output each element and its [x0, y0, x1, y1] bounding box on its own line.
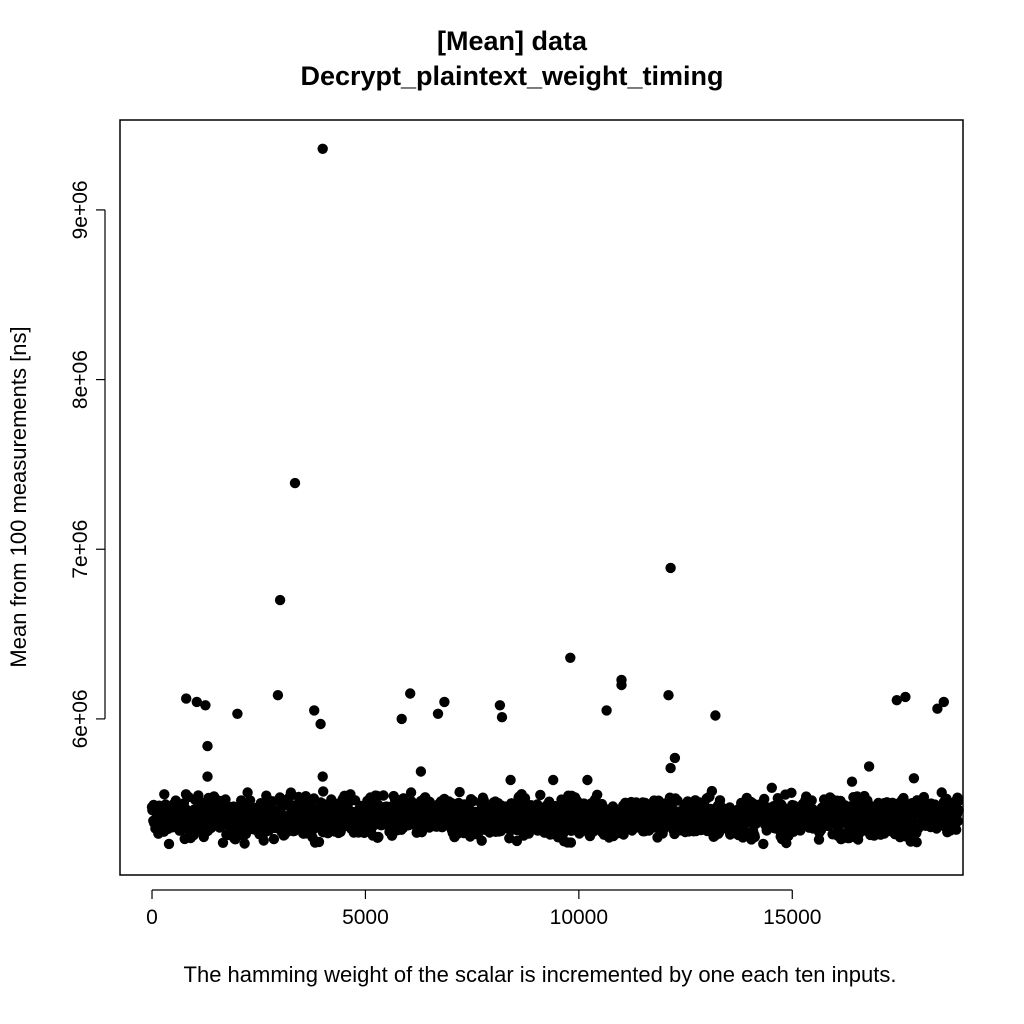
data-point	[706, 785, 718, 797]
data-point	[535, 789, 546, 801]
data-point	[405, 787, 417, 798]
data-point	[317, 771, 328, 782]
data-point	[786, 787, 797, 798]
data-point	[494, 700, 506, 711]
data-point	[191, 696, 202, 708]
data-point	[317, 143, 328, 154]
data-point	[496, 712, 508, 723]
x-axis-label: The hamming weight of the scalar is incr…	[183, 962, 897, 987]
y-axis: 6e+06 7e+06 8e+06 9e+06	[69, 180, 106, 748]
data-point	[159, 789, 170, 800]
data-point	[202, 771, 213, 782]
data-point	[268, 833, 280, 845]
data-point	[373, 831, 384, 843]
data-point	[181, 693, 192, 704]
chart-title-line-1: [Mean] data	[436, 26, 588, 56]
data-point	[200, 700, 211, 711]
y-tick-label: 8e+06	[69, 350, 92, 409]
data-point	[918, 791, 930, 803]
data-point	[454, 786, 465, 798]
bulk-points-layer	[146, 782, 964, 850]
data-point	[432, 708, 444, 719]
data-point	[953, 795, 964, 807]
data-point	[439, 696, 450, 708]
data-point	[665, 762, 676, 774]
data-point	[548, 774, 559, 786]
outlier-points-layer	[181, 143, 949, 787]
data-point	[900, 691, 911, 703]
data-point	[244, 795, 256, 806]
data-point	[766, 782, 777, 793]
data-point	[953, 804, 964, 816]
data-point	[891, 695, 902, 706]
data-point	[665, 562, 676, 574]
data-point	[274, 594, 286, 606]
data-point	[476, 835, 487, 846]
data-point	[193, 790, 204, 801]
plot-frame	[119, 119, 964, 876]
data-point	[582, 774, 593, 786]
data-point	[565, 652, 576, 663]
data-point	[309, 705, 320, 716]
data-point	[217, 837, 229, 848]
y-axis-label: Mean from 100 measurements [ns]	[6, 326, 31, 668]
x-tick-label: 15000	[763, 906, 821, 929]
y-tick-label: 6e+06	[69, 689, 92, 748]
data-point	[396, 713, 407, 725]
data-point	[846, 776, 858, 787]
data-point	[519, 793, 531, 804]
data-point	[220, 794, 231, 805]
data-point	[202, 740, 213, 752]
data-point	[758, 838, 769, 850]
data-point	[565, 837, 577, 848]
chart-title-line-2: Decrypt_plaintext_weight_timing	[300, 61, 724, 91]
data-point	[415, 766, 427, 777]
data-point	[669, 752, 681, 764]
data-point	[952, 816, 964, 827]
data-point	[592, 789, 603, 800]
data-point	[163, 838, 175, 850]
data-point	[405, 688, 416, 699]
data-point	[601, 705, 612, 716]
data-point	[318, 786, 329, 797]
data-point	[313, 836, 325, 848]
data-point	[258, 835, 269, 846]
data-point	[505, 774, 516, 786]
data-point	[663, 690, 674, 701]
x-tick-label: 10000	[550, 906, 608, 929]
data-point	[378, 790, 389, 801]
data-point	[759, 793, 770, 805]
data-point	[710, 710, 721, 721]
data-point	[232, 708, 243, 719]
data-point	[908, 773, 920, 784]
data-point	[863, 761, 875, 772]
x-tick-label: 0	[146, 906, 158, 929]
data-point	[806, 795, 817, 806]
data-point	[932, 703, 943, 714]
data-point	[272, 690, 284, 701]
y-tick-label: 9e+06	[69, 180, 92, 239]
data-point	[289, 477, 301, 489]
data-point	[616, 679, 627, 691]
x-tick-label: 5000	[342, 906, 389, 929]
data-point	[285, 787, 297, 798]
data-point	[749, 831, 760, 843]
data-point	[239, 838, 250, 849]
x-axis: 0 5000 10000 15000	[146, 889, 821, 929]
data-point	[951, 824, 962, 835]
data-point	[911, 837, 922, 848]
data-point	[938, 696, 949, 708]
data-point	[315, 718, 326, 730]
y-tick-label: 7e+06	[69, 520, 92, 579]
data-point	[242, 787, 253, 798]
